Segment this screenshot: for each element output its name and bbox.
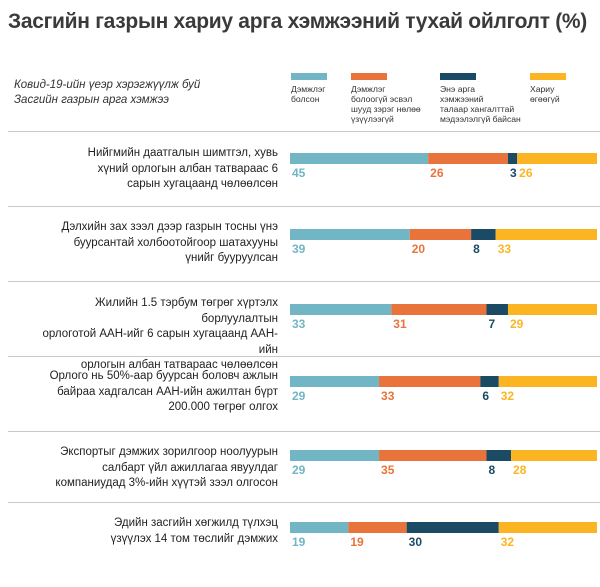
data-label-no-answer: 28 bbox=[513, 463, 527, 477]
row-label-social-insurance: Нийгмийн даатгалын шимтгэл, хувь хүний ор… bbox=[87, 147, 278, 190]
row-label-fuel-price: Дэлхийн зах зээл дээр газрын тосны үнэ бу… bbox=[61, 221, 278, 264]
data-label-not-supported: 26 bbox=[430, 166, 444, 180]
row-separator bbox=[8, 431, 600, 432]
legend-swatch-no-answer bbox=[530, 73, 566, 80]
row-label-corporate-tax: Жилийн 1.5 тэрбум төгрөг хүртэлх борлуул… bbox=[42, 297, 278, 371]
data-label-not-supported: 35 bbox=[381, 463, 395, 477]
bar-segment-no-answer bbox=[498, 376, 597, 387]
row-separator bbox=[8, 356, 600, 357]
bar-segment-not-supported bbox=[379, 450, 487, 461]
data-label-not-supported: 19 bbox=[350, 535, 364, 549]
legend-label-not-supported: Дэмжлэг болоогүй эсвэл шууд зэрэг нөлөө үз… bbox=[351, 84, 421, 124]
subtitle-line: Засгийн газрын арга хэмжээ bbox=[14, 94, 169, 106]
data-label-supported: 29 bbox=[292, 389, 306, 403]
legend-label-not-informed: Энэ арга хэмжээний талаар хангалттай мэдээ… bbox=[440, 84, 521, 124]
legend-item-not-supported: Дэмжлэг болоогүй эсвэл шууд зэрэг нөлөө үз… bbox=[351, 73, 461, 124]
data-label-supported: 39 bbox=[292, 242, 306, 256]
bar-segment-not-informed bbox=[486, 450, 512, 461]
data-label-not-informed: 30 bbox=[409, 535, 423, 549]
bar-segment-no-answer bbox=[495, 229, 597, 240]
chart-title: Засгийн газрын хариу арга хэмжээний туха… bbox=[8, 10, 587, 33]
data-label-not-supported: 33 bbox=[381, 389, 395, 403]
legend-label-supported: Дэмжлэг болсон bbox=[291, 84, 326, 104]
data-label-not-supported: 20 bbox=[412, 242, 426, 256]
data-label-supported: 45 bbox=[292, 166, 306, 180]
row-separator bbox=[8, 131, 600, 132]
bar-segment-no-answer bbox=[507, 304, 597, 315]
bar-segment-not-informed bbox=[471, 229, 496, 240]
data-label-not-informed: 3 bbox=[510, 166, 517, 180]
legend-item-not-informed: Энэ арга хэмжээний талаар хангалттай мэдээ… bbox=[440, 73, 550, 124]
data-label-not-informed: 6 bbox=[482, 389, 489, 403]
legend-item-supported: Дэмжлэг болсон bbox=[291, 73, 401, 104]
bar-segment-not-informed bbox=[406, 522, 499, 533]
bar-segment-supported bbox=[290, 229, 410, 240]
bar-segment-supported bbox=[290, 304, 392, 315]
legend-label-no-answer: Хариу өгөөгүй bbox=[530, 84, 560, 104]
data-label-no-answer: 32 bbox=[501, 389, 515, 403]
bar-segment-not-supported bbox=[379, 376, 481, 387]
bar-segment-supported bbox=[290, 153, 429, 164]
data-label-no-answer: 32 bbox=[501, 535, 515, 549]
legend-swatch-supported bbox=[291, 73, 327, 80]
row-label-big-projects: Эдийн засгийн хөгжилд түлхэц үзүүлэх 14 т… bbox=[110, 517, 278, 545]
data-label-not-informed: 8 bbox=[488, 463, 495, 477]
data-label-not-informed: 7 bbox=[488, 317, 495, 331]
bar-segment-supported bbox=[290, 376, 380, 387]
data-label-not-informed: 8 bbox=[473, 242, 480, 256]
row-separator bbox=[8, 281, 600, 282]
data-label-supported: 19 bbox=[292, 535, 306, 549]
data-label-no-answer: 33 bbox=[498, 242, 512, 256]
bar-segment-no-answer bbox=[498, 522, 597, 533]
bar-segment-supported bbox=[290, 450, 380, 461]
bar-segment-not-supported bbox=[428, 153, 508, 164]
bar-segment-not-informed bbox=[507, 153, 518, 164]
data-label-no-answer: 26 bbox=[519, 166, 533, 180]
bar-segment-no-answer bbox=[517, 153, 597, 164]
data-label-no-answer: 29 bbox=[510, 317, 524, 331]
bar-segment-not-supported bbox=[409, 229, 472, 240]
bar-segment-not-supported bbox=[348, 522, 407, 533]
row-label-employee-support: Орлого нь 50%-аар буурсан боловч ажлын ба… bbox=[49, 370, 278, 413]
bar-segment-supported bbox=[290, 522, 349, 533]
data-label-supported: 29 bbox=[292, 463, 306, 477]
bar-segment-not-informed bbox=[486, 304, 508, 315]
legend-swatch-not-informed bbox=[440, 73, 476, 80]
bar-segment-not-supported bbox=[391, 304, 487, 315]
bar-segment-not-informed bbox=[480, 376, 499, 387]
chart-subtitle: Ковид-19-ийн үеэр хэрэгжүүлж буй Засгийн… bbox=[14, 78, 200, 108]
legend-item-no-answer: Хариу өгөөгүй bbox=[530, 73, 600, 104]
subtitle-line: Ковид-19-ийн үеэр хэрэгжүүлж буй bbox=[14, 79, 201, 91]
row-label-cashmere-loan: Экспортыг дэмжих зорилгоор ноолуурын салб… bbox=[55, 446, 278, 489]
row-separator bbox=[8, 206, 600, 207]
data-label-supported: 33 bbox=[292, 317, 306, 331]
data-label-not-supported: 31 bbox=[393, 317, 407, 331]
legend-swatch-not-supported bbox=[351, 73, 387, 80]
bar-segment-no-answer bbox=[511, 450, 597, 461]
row-separator bbox=[8, 502, 600, 503]
